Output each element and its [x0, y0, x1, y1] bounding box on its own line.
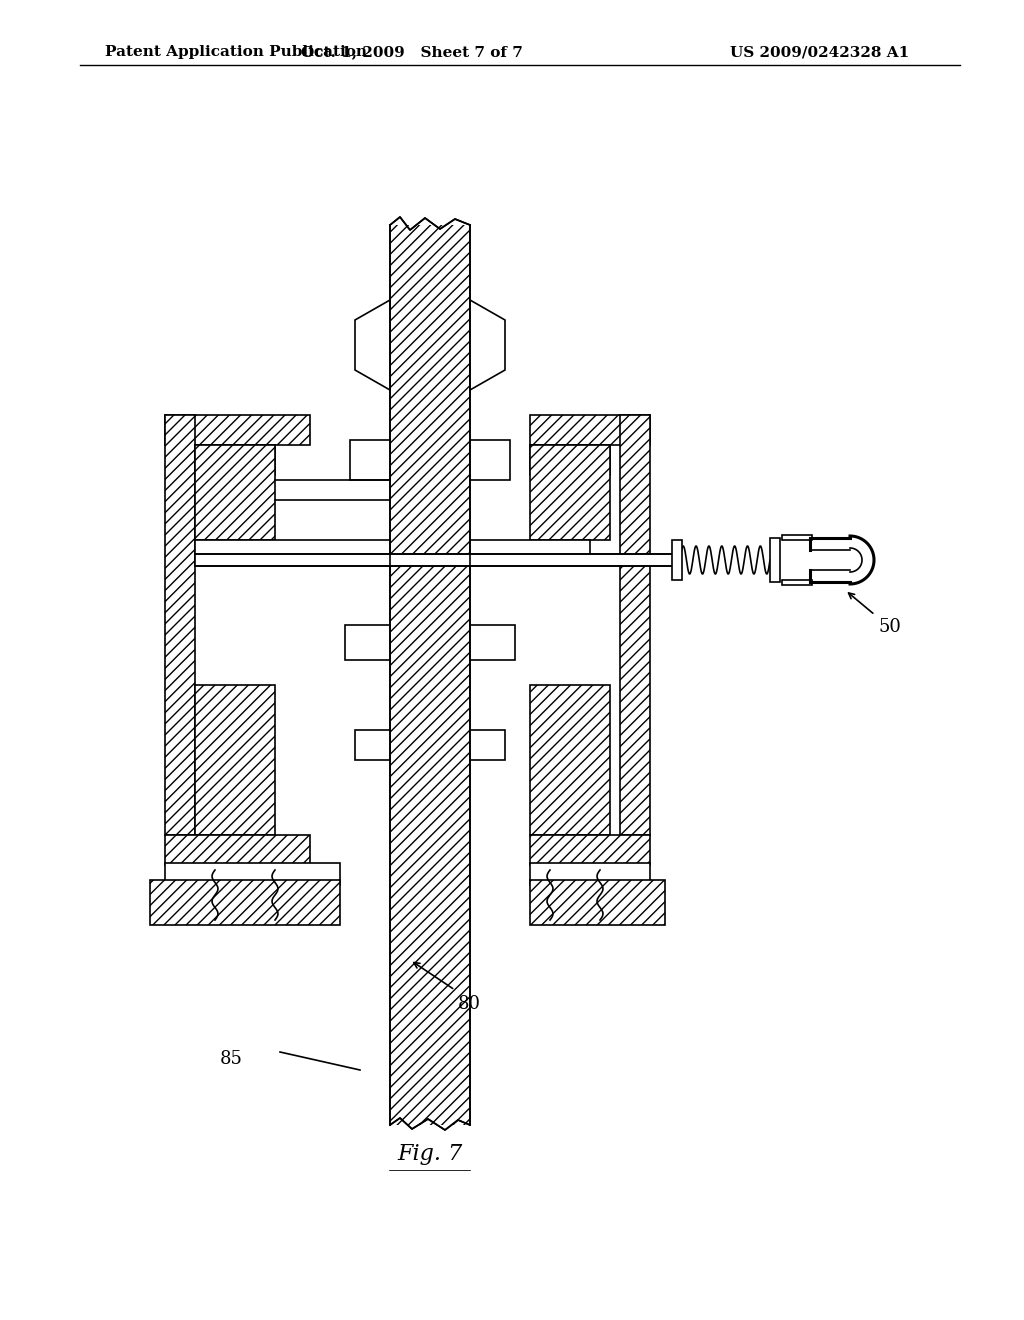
Bar	[165, 414, 310, 445]
Text: 50: 50	[878, 618, 901, 636]
Bar	[530, 445, 610, 475]
Bar	[195, 540, 390, 565]
Bar	[530, 685, 610, 836]
Polygon shape	[470, 730, 505, 760]
Polygon shape	[470, 440, 510, 480]
Text: Patent Application Publication: Patent Application Publication	[105, 45, 367, 59]
Bar	[388, 1125, 472, 1170]
Bar	[165, 836, 310, 865]
Bar	[530, 414, 650, 445]
Text: Fig. 7: Fig. 7	[397, 1143, 463, 1166]
Bar	[150, 880, 340, 925]
Bar	[770, 539, 780, 582]
Polygon shape	[470, 624, 515, 660]
Bar	[165, 863, 340, 884]
Polygon shape	[350, 440, 390, 480]
Bar	[672, 540, 682, 579]
Bar	[195, 445, 275, 475]
Bar	[530, 880, 665, 925]
Bar	[195, 685, 275, 836]
Bar	[530, 836, 650, 865]
Bar	[782, 535, 812, 540]
Bar	[530, 445, 610, 540]
Bar	[620, 414, 650, 836]
Polygon shape	[470, 300, 505, 389]
Text: 85: 85	[220, 1049, 243, 1068]
Bar	[530, 863, 650, 884]
Bar	[390, 220, 470, 1170]
Bar	[782, 579, 812, 585]
Bar	[165, 414, 195, 836]
Bar	[388, 25, 472, 224]
Bar	[195, 445, 275, 540]
Text: 80: 80	[458, 995, 481, 1012]
Polygon shape	[345, 624, 390, 660]
Polygon shape	[355, 300, 390, 389]
Bar	[195, 554, 680, 566]
Text: US 2009/0242328 A1: US 2009/0242328 A1	[730, 45, 909, 59]
Text: Oct. 1, 2009   Sheet 7 of 7: Oct. 1, 2009 Sheet 7 of 7	[301, 45, 523, 59]
Bar	[470, 540, 590, 565]
Polygon shape	[355, 730, 390, 760]
